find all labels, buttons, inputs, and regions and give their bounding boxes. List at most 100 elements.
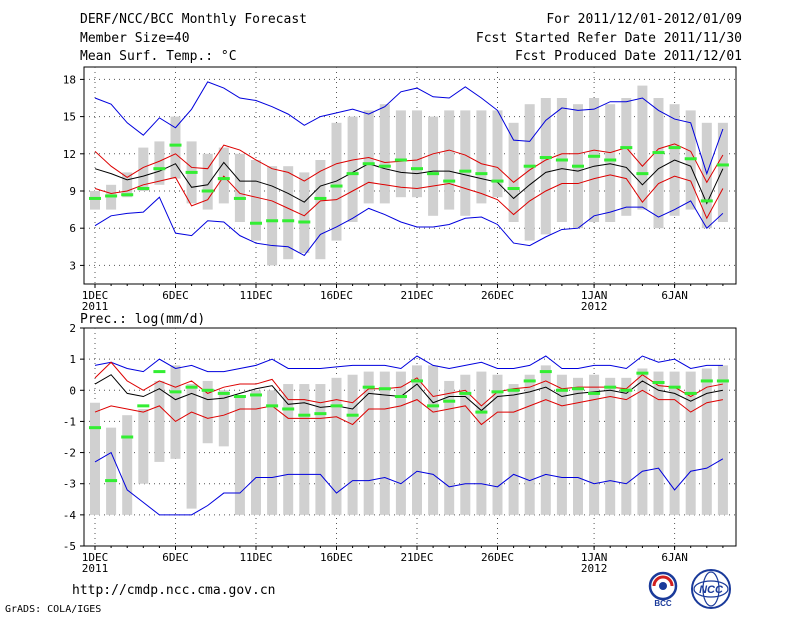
spread-box (347, 116, 358, 222)
median-mark (378, 164, 391, 168)
y-tick-label: 3 (69, 259, 76, 272)
spread-box (186, 384, 197, 509)
median-mark (105, 194, 118, 198)
median-mark (684, 157, 697, 161)
y-tick-label: 6 (69, 222, 76, 235)
median-mark (411, 379, 423, 383)
x-tick-label: 6DEC (162, 289, 189, 302)
median-mark (475, 410, 488, 414)
median-mark (700, 379, 713, 383)
spread-box (669, 371, 680, 515)
spread-box (685, 371, 696, 515)
spread-box (476, 371, 487, 515)
spread-box (540, 98, 551, 235)
spread-box (589, 374, 600, 515)
spread-box (315, 160, 326, 260)
median-mark (394, 158, 407, 162)
y-tick-label: 2 (69, 322, 76, 335)
median-mark (668, 146, 681, 150)
median-mark (346, 413, 359, 417)
spread-box (476, 110, 487, 204)
spread-box (428, 365, 439, 515)
spread-box (154, 141, 165, 185)
median-mark (266, 219, 279, 223)
x-tick-label: 21DEC (400, 289, 433, 302)
spread-box (637, 368, 648, 515)
median-mark (330, 404, 343, 408)
median-mark (233, 196, 246, 200)
median-mark (378, 387, 391, 391)
ncc-logo: NCC (691, 569, 731, 609)
spread-box (202, 380, 213, 444)
median-mark (620, 388, 633, 392)
median-mark (604, 158, 617, 162)
y-tick-label: -5 (63, 540, 76, 553)
bcc-logo-text: BCC (654, 599, 672, 608)
median-mark (153, 167, 166, 171)
median-mark (507, 388, 520, 392)
spread-box (218, 390, 229, 447)
x-tick-label: 11DEC (239, 289, 272, 302)
precip-panel-title: Prec.: log(mm/d) (80, 312, 206, 327)
median-mark (636, 172, 649, 176)
median-mark (572, 387, 584, 391)
variable-label: Mean Surf. Temp.: °C (80, 49, 237, 64)
max-line (94, 355, 723, 373)
median-mark (539, 156, 552, 160)
grads-credit: GrADS: COLA/IGES (5, 604, 102, 615)
x-tick-label: 21DEC (400, 551, 433, 564)
median-mark (491, 390, 504, 394)
median-mark (362, 385, 375, 389)
median-mark (362, 162, 375, 166)
spread-box (299, 172, 310, 253)
median-mark (169, 390, 182, 394)
spread-box (363, 371, 374, 515)
median-mark (668, 385, 681, 389)
median-mark (475, 172, 488, 176)
spread-box (508, 122, 519, 222)
median-mark (523, 164, 536, 168)
median-mark (153, 370, 166, 374)
x-tick-label: 26DEC (481, 289, 514, 302)
spread-box (122, 415, 133, 515)
spread-box (251, 160, 261, 241)
spread-box (412, 365, 422, 515)
forecast-started-date: Fcst Started Refer Date 2011/11/30 (475, 31, 742, 46)
median-mark (652, 151, 665, 155)
x-tick-label: 11DEC (239, 551, 272, 564)
spread-box (556, 374, 567, 515)
spread-box (267, 390, 278, 515)
spread-box (283, 384, 294, 515)
y-tick-label: 0 (69, 384, 76, 397)
median-mark (201, 189, 214, 193)
x-tick-label: 1DEC (82, 551, 109, 564)
median-mark (298, 220, 311, 224)
x-tick-label: 1JAN (581, 289, 608, 302)
spread-box (508, 384, 519, 515)
median-mark (250, 393, 262, 397)
sd-high-line (94, 361, 723, 407)
median-mark (572, 164, 584, 168)
source-url[interactable]: http://cmdp.ncc.cma.gov.cn (72, 583, 276, 598)
spread-box (524, 374, 535, 515)
y-tick-label: -4 (63, 509, 77, 522)
x-tick-label: 16DEC (320, 289, 353, 302)
median-mark (282, 407, 295, 411)
spread-box (492, 110, 503, 198)
spread-box (395, 110, 406, 198)
spread-box (106, 427, 117, 515)
sd-high-line (94, 143, 724, 184)
median-mark (443, 179, 456, 183)
median-mark (89, 196, 101, 200)
y-tick-label: 18 (63, 73, 76, 86)
panel-frame-1 (83, 327, 737, 547)
spread-box (460, 110, 471, 216)
spread-box (234, 153, 245, 222)
median-mark (700, 199, 713, 203)
spread-box (138, 147, 149, 191)
median-mark (716, 379, 729, 383)
spread-box (412, 110, 422, 198)
median-mark (137, 404, 150, 408)
spread-box (637, 85, 648, 210)
spread-box (331, 377, 342, 515)
